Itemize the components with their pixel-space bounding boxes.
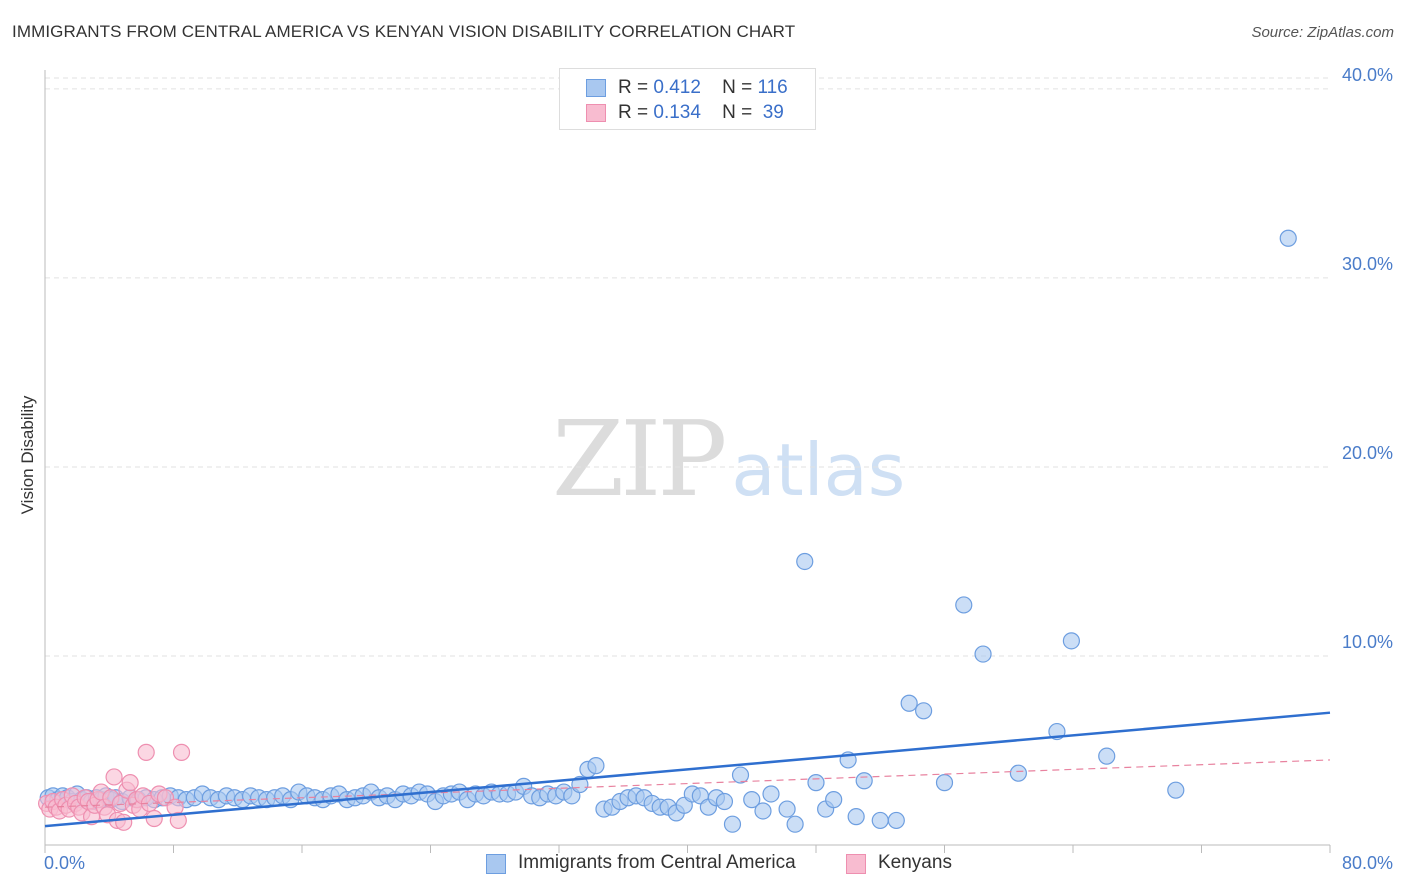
watermark-zip: ZIP [552, 398, 727, 520]
legend-swatch-blue [586, 79, 606, 97]
point-central-america [871, 811, 889, 830]
point-central-america [715, 792, 734, 811]
point-central-america [1279, 229, 1297, 247]
tick-labels: 10.0% 20.0% 30.0% 40.0% 0.0% 80.0% [44, 65, 1393, 873]
point-central-america [900, 694, 918, 712]
trend-line-central-america [44, 711, 1331, 828]
point-central-america [754, 802, 772, 820]
watermark-atlas: atlas [731, 428, 906, 512]
legend-n-value: 116 [757, 77, 788, 98]
point-kenyans [169, 811, 187, 830]
y-tick-label: 40.0% [1342, 65, 1393, 85]
point-kenyans [115, 813, 133, 831]
bottom-legend-swatch-pink [846, 854, 866, 874]
trend-lines [44, 711, 1331, 828]
legend-r-label: R = [618, 102, 649, 123]
axes [44, 70, 1331, 853]
point-central-america [587, 757, 605, 775]
legend-r-value: 0.134 [653, 102, 701, 123]
x-tick-label: 80.0% [1342, 853, 1393, 873]
point-central-america [796, 552, 814, 571]
legend-text-series1: R = 0.412 N = 116 [618, 77, 788, 99]
legend-text-series2: R = 0.134 N = 39 [618, 102, 784, 124]
y-tick-label: 10.0% [1342, 632, 1393, 652]
point-central-america [847, 808, 865, 826]
correlation-legend: R = 0.412 N = 116 R = 0.134 N = 39 [559, 68, 816, 130]
point-central-america [974, 645, 992, 663]
point-central-america [1062, 632, 1080, 650]
point-central-america [887, 811, 905, 830]
bottom-legend-label: Kenyans [878, 852, 952, 873]
point-central-america [1167, 781, 1185, 799]
point-central-america [786, 815, 804, 833]
point-kenyans [145, 809, 163, 828]
point-central-america [731, 766, 750, 784]
watermark: ZIP atlas [552, 398, 905, 520]
chart-title: IMMIGRANTS FROM CENTRAL AMERICA VS KENYA… [12, 22, 796, 41]
legend-n-label: N = [722, 77, 753, 98]
point-kenyans [105, 768, 123, 786]
y-tick-label: 30.0% [1342, 254, 1393, 274]
legend-n-label: N = [722, 102, 753, 123]
point-central-america [807, 774, 825, 792]
bottom-legend-label: Immigrants from Central America [518, 852, 796, 873]
point-central-america [825, 791, 843, 809]
point-central-america [571, 775, 589, 794]
legend-swatch-pink [586, 104, 606, 122]
y-tick-label: 20.0% [1342, 443, 1393, 463]
data-points [38, 229, 1297, 833]
source-note: Source: ZipAtlas.com [1251, 24, 1394, 41]
legend-r-value: 0.412 [653, 77, 701, 98]
point-central-america [855, 772, 873, 790]
point-central-america [915, 702, 933, 720]
point-central-america [1009, 764, 1027, 782]
point-kenyans [137, 743, 155, 761]
point-central-america [935, 774, 954, 792]
x-tick-label: 0.0% [44, 853, 85, 873]
bottom-legend-swatch-blue [486, 854, 506, 874]
point-central-america [1098, 747, 1116, 765]
point-central-america [955, 596, 973, 614]
legend-r-label: R = [618, 77, 649, 98]
trend-line-kenyans [44, 759, 1331, 808]
point-kenyans [121, 774, 139, 792]
point-kenyans [172, 743, 191, 761]
point-central-america [723, 815, 742, 833]
legend-n-value: 39 [762, 102, 784, 123]
point-central-america [762, 785, 780, 803]
grid [45, 77, 1330, 657]
point-central-america [778, 800, 796, 818]
point-central-america [743, 791, 761, 809]
